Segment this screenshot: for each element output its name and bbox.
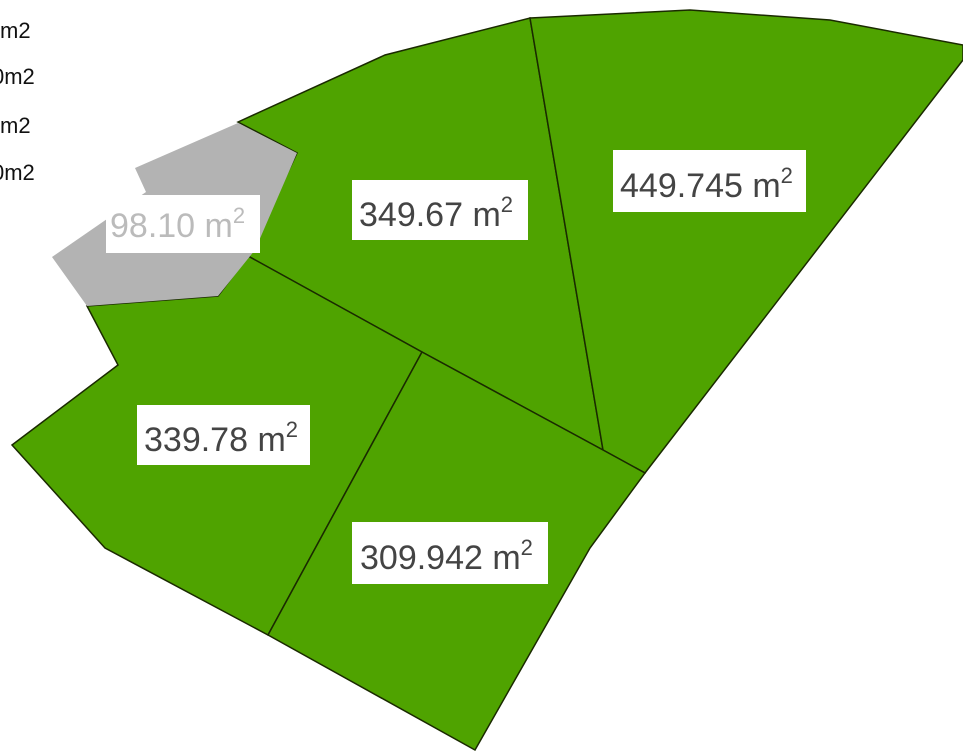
label-box [352, 522, 548, 584]
label-box [106, 195, 260, 253]
area-label: 339.78 m2 [144, 417, 298, 459]
legend-item: m2 [0, 113, 31, 138]
legend-item: 0m2 [0, 160, 35, 185]
label-box [352, 180, 528, 240]
labels: 98.10 m2 349.67 m2 449.745 m2 339.78 m2 … [106, 150, 806, 584]
exponent: 2 [781, 163, 793, 188]
exponent: 2 [286, 417, 298, 442]
exponent: 2 [233, 203, 245, 228]
parcel [529, 9, 963, 474]
area: 98.10 m [110, 207, 233, 245]
area-label: 349.67 m2 [359, 192, 513, 234]
area-label: 449.745 m2 [620, 163, 793, 205]
legend-item: 0m2 [0, 64, 35, 89]
area-label: 309.942 m2 [360, 535, 533, 577]
area: 449.745 m [620, 167, 781, 205]
area-label: 98.10 m2 [110, 203, 245, 245]
area: 309.942 m [360, 539, 521, 577]
exponent: 2 [501, 192, 513, 217]
area: 339.78 m [144, 421, 286, 459]
parcels [10, 9, 963, 752]
exponent: 2 [521, 535, 533, 560]
label-box [137, 405, 310, 465]
area: 349.67 m [359, 196, 501, 234]
legend-item: m2 [0, 18, 31, 43]
legend: m2 0m2 m2 0m2 [0, 18, 35, 185]
label-box [613, 150, 806, 212]
